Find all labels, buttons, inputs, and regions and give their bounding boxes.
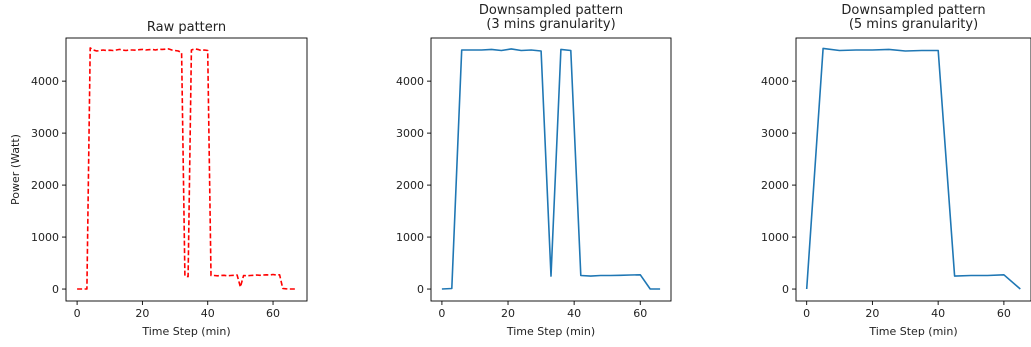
- x-axis-label: Time Step (min): [141, 325, 230, 338]
- y-tick-label: 0: [417, 283, 424, 296]
- y-tick-label: 2000: [396, 179, 424, 192]
- chart-title: Downsampled pattern: [479, 3, 623, 18]
- y-tick-label: 4000: [396, 75, 424, 88]
- axes-frame: [65, 37, 308, 302]
- y-tick-label: 3000: [31, 127, 59, 140]
- x-tick-label: 40: [201, 307, 215, 320]
- series-line: [805, 47, 1021, 290]
- y-tick-label: 3000: [761, 127, 789, 140]
- x-tick-label: 60: [997, 307, 1011, 320]
- chart-title: Downsampled pattern: [841, 3, 985, 18]
- chart-panel-2: 0 20 40 60 0 1000 2000 3000 4000 Time Step (min) D…: [396, 3, 672, 338]
- series-line: [441, 48, 661, 290]
- x-tick-label: 20: [501, 307, 515, 320]
- y-tick-label: 4000: [761, 75, 789, 88]
- y-tick-label: 2000: [31, 179, 59, 192]
- y-axis-label: Power (Watt): [9, 134, 22, 205]
- y-tick-label: 3000: [396, 127, 424, 140]
- x-tick-label: 40: [931, 307, 945, 320]
- x-tick-label: 40: [567, 307, 581, 320]
- axes-frame: [795, 37, 1031, 302]
- x-tick-label: 60: [266, 307, 280, 320]
- x-axis-label: Time Step (min): [868, 325, 957, 338]
- y-tick-label: 1000: [761, 231, 789, 244]
- y-tick-label: 1000: [31, 231, 59, 244]
- axes-frame: [430, 37, 672, 302]
- chart-panel-3: 0 20 40 60 0 1000 2000 3000 4000 Time Step (min) D…: [761, 3, 1031, 338]
- series-line: [77, 47, 296, 290]
- x-tick-label: 0: [803, 307, 810, 320]
- y-tick-label: 2000: [761, 179, 789, 192]
- chart-title: (5 mins granularity): [849, 17, 978, 32]
- x-tick-label: 0: [438, 307, 445, 320]
- chart-title: (3 mins granularity): [486, 17, 615, 32]
- y-tick-label: 0: [782, 283, 789, 296]
- x-tick-label: 60: [633, 307, 647, 320]
- x-axis-label: Time Step (min): [506, 325, 595, 338]
- y-tick-label: 4000: [31, 75, 59, 88]
- chart-title: Raw pattern: [147, 20, 226, 35]
- chart-panel-1: 0 20 40 60 0 1000 2000 3000 4000 Time Step (min) P…: [9, 20, 308, 338]
- x-tick-label: 0: [74, 307, 81, 320]
- x-tick-label: 20: [135, 307, 149, 320]
- y-tick-label: 1000: [396, 231, 424, 244]
- y-tick-label: 0: [52, 283, 59, 296]
- x-tick-label: 20: [865, 307, 879, 320]
